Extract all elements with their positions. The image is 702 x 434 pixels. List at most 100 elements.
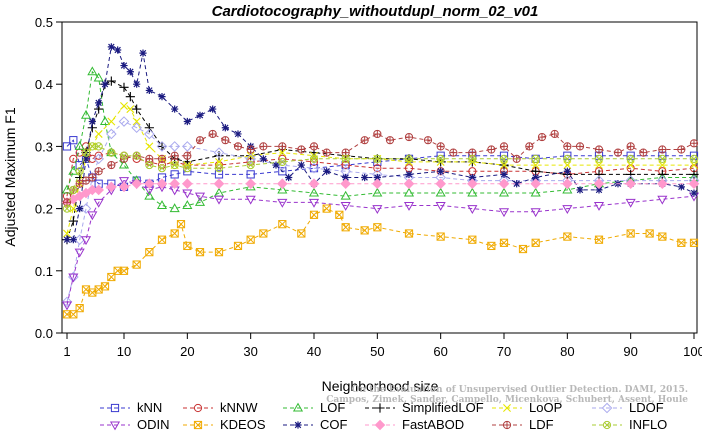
data-point-lof (144, 190, 155, 200)
legend-item-loop: LoOP (492, 400, 562, 415)
data-point-kdeos (645, 229, 654, 238)
legend-label: LDOF (629, 400, 664, 415)
data-point-ldf-plus (278, 142, 286, 150)
data-point-lof (277, 184, 288, 194)
data-point-odin (61, 301, 73, 311)
data-point-odin (182, 189, 193, 199)
legend-item-simplifiedlof: SimplifiedLOF (365, 400, 484, 415)
data-point-fastabod (498, 178, 510, 190)
data-point-ldf-plus (234, 142, 242, 150)
data-point-inflo (145, 160, 154, 170)
data-point-inflo-cross (95, 143, 102, 150)
data-point-knnw (341, 160, 350, 170)
data-point-ldf-plus (424, 136, 432, 144)
legend-label: KDEOS (220, 417, 266, 432)
data-point-kdeos (157, 235, 167, 244)
data-point-cof (576, 186, 584, 194)
data-point-loop (278, 148, 287, 157)
x-tick-label: 20 (180, 344, 194, 359)
data-point-inflo-cross (159, 165, 165, 172)
data-point-knnw (373, 164, 382, 173)
data-point-odin (80, 236, 92, 246)
data-point-kdeos (62, 310, 72, 319)
data-point-ldf-plus (405, 133, 413, 141)
data-point-odin (308, 198, 320, 208)
legend-label: ODIN (137, 417, 170, 432)
data-point-fastabod (169, 178, 180, 190)
legend-label: kNN (137, 400, 162, 415)
data-point-kdeos (309, 210, 319, 219)
legend-marker-cross (604, 422, 610, 428)
data-point-ldf-plus (690, 139, 698, 147)
legend-item-ldf: LDF (492, 417, 554, 432)
data-point-odin (68, 273, 79, 283)
data-point-kdeos (658, 232, 667, 241)
data-point-lof (562, 184, 573, 194)
data-point-kdeos (100, 282, 110, 291)
data-point-odin (372, 205, 383, 215)
data-point-loop (107, 117, 116, 126)
data-point-kdeos-cross (500, 238, 508, 247)
data-point-simplifiedlof (106, 76, 116, 86)
plot-area (61, 21, 700, 334)
data-point-lof (118, 159, 130, 169)
data-point-kdeos-cross (145, 248, 154, 257)
data-point-inflo (132, 151, 141, 160)
data-point-kdeos (132, 260, 141, 269)
data-point-odin (657, 195, 668, 205)
data-point-kdeos (373, 223, 382, 232)
data-point-lof (93, 72, 104, 82)
data-point-inflo-cross (564, 155, 571, 162)
legend: kNN kNNW LOF SimplifiedLOF LoOP LDOF ODIN KDEOS… (100, 400, 667, 432)
data-point-inflo-cross (64, 205, 70, 212)
data-point-kdeos-cross (436, 232, 445, 241)
data-point-cof (323, 167, 331, 175)
y-tick-label: 0.5 (35, 15, 53, 30)
x-axis-label: Neighborhood size (322, 378, 439, 394)
data-point-kdeos-cross (645, 229, 654, 238)
data-point-fastabod (245, 178, 256, 190)
data-point-odin (625, 198, 636, 208)
data-point-kdeos-cross (259, 229, 268, 238)
data-point-ldof (213, 147, 225, 158)
series-odin (61, 177, 700, 311)
data-point-kdeos-cross (120, 266, 128, 275)
data-point-kdeos (689, 238, 699, 247)
data-point-kdeos-cross (170, 229, 179, 238)
data-point-cof (532, 173, 540, 182)
data-point-kdeos-cross (215, 248, 223, 257)
data-point-cof (272, 161, 280, 169)
data-point-ldf-plus (373, 130, 381, 138)
data-point-lof (498, 187, 510, 197)
data-point-cof (133, 80, 141, 88)
data-point-cof (69, 236, 77, 244)
data-point-odin (74, 248, 85, 258)
data-point-loop (69, 204, 78, 213)
data-point-ldf-plus (639, 149, 647, 157)
data-point-cof (63, 236, 71, 244)
data-point-kdeos (436, 232, 445, 241)
data-point-odin (498, 208, 510, 218)
data-point-fastabod (657, 178, 668, 190)
legend-label: LoOP (529, 400, 562, 415)
data-point-lof (530, 187, 541, 197)
data-point-knnw (69, 154, 78, 163)
data-point-ldf-plus (563, 142, 571, 150)
data-point-simplifiedlof (594, 169, 604, 179)
data-point-knn (62, 142, 72, 151)
data-point-ldof (308, 162, 320, 174)
data-point-loop (94, 129, 103, 138)
legend-item-cof: COF (283, 417, 348, 432)
data-point-knn (75, 160, 84, 170)
data-point-kdeos (341, 223, 350, 232)
data-point-kdeos (119, 266, 129, 275)
data-point-fastabod (340, 178, 351, 190)
x-tick-label: 100 (683, 344, 702, 359)
data-point-ldof (144, 128, 155, 140)
series-lof (61, 66, 700, 213)
data-point-inflo (75, 167, 84, 176)
data-point-cof (171, 105, 179, 113)
data-point-inflo-cross (659, 155, 666, 162)
data-point-ldof (131, 122, 142, 134)
